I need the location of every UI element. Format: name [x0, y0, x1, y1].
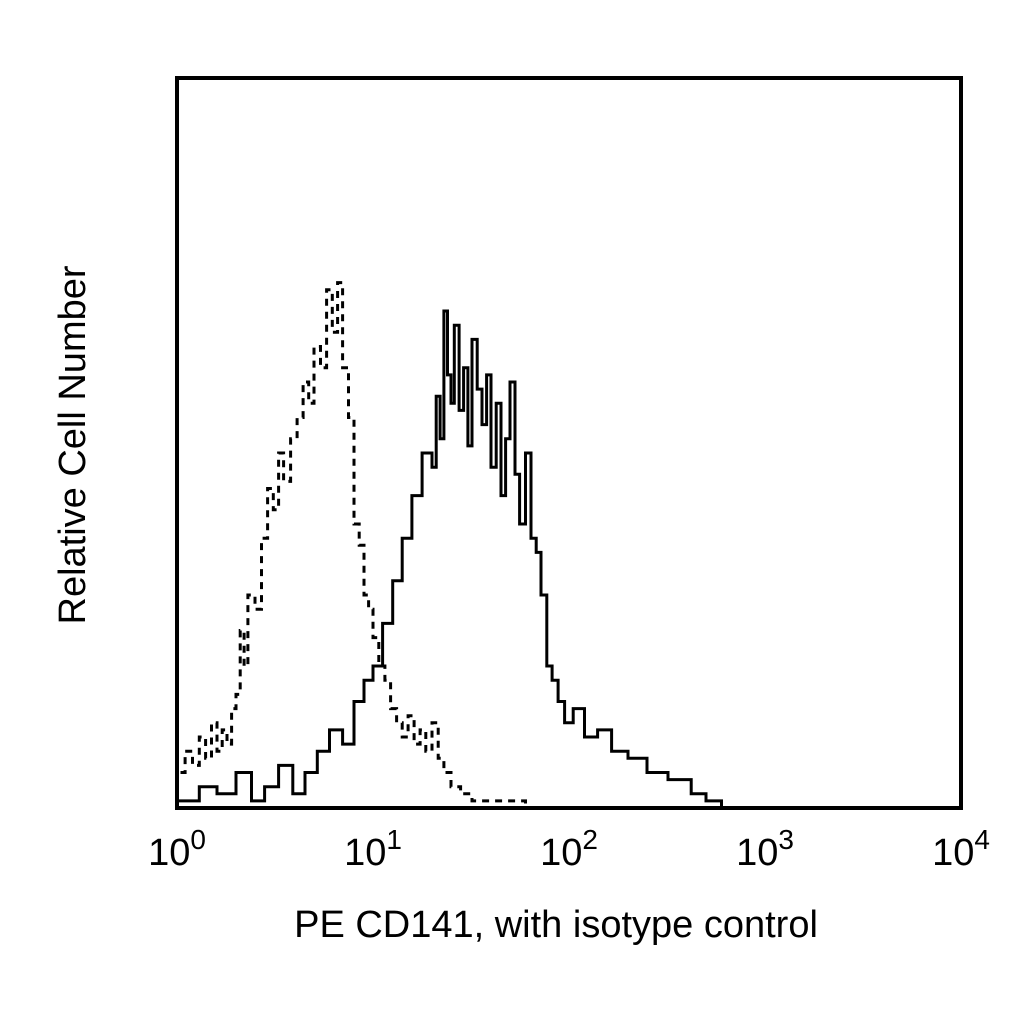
- x-tick-label: 103: [736, 824, 794, 874]
- curves-group: [175, 281, 723, 810]
- series-solid-line: [175, 309, 723, 808]
- x-tick-label: 101: [344, 824, 402, 874]
- series-dashed-line: [175, 281, 569, 810]
- x-tick-label: 104: [932, 824, 990, 874]
- x-tick-labels: 100 101 102 103 104: [148, 824, 990, 874]
- x-axis-label: PE CD141, with isotype control: [294, 904, 818, 946]
- x-tick-label: 102: [540, 824, 598, 874]
- y-axis-label: Relative Cell Number: [52, 265, 94, 624]
- plot-frame: [175, 76, 963, 810]
- x-tick-label: 100: [148, 824, 206, 874]
